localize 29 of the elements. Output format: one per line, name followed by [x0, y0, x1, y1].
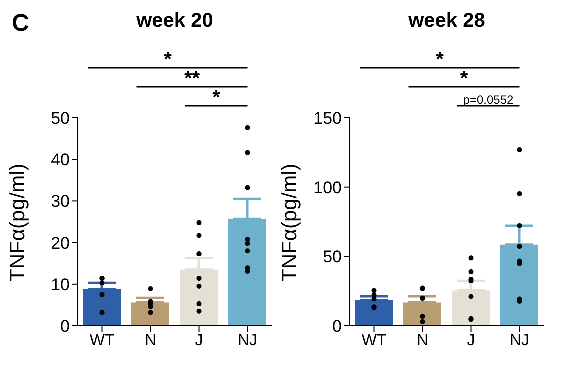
y-tick-label: 20: [51, 234, 70, 253]
x-tick-label: N: [416, 332, 429, 350]
y-tick-label: 50: [323, 248, 342, 267]
y-tick-label: 40: [51, 150, 70, 170]
y-tick-label: 100: [314, 178, 342, 198]
bracket: *: [88, 49, 248, 71]
x-tick-label: J: [467, 332, 476, 350]
y-tick-label: 10: [51, 275, 70, 294]
bracket: *: [185, 87, 248, 109]
x-tick-label: N: [144, 332, 157, 350]
bracket: **: [136, 68, 248, 90]
y-axis-title: TNFα(pg/ml): [6, 164, 30, 282]
y-tick-label: 0: [332, 317, 342, 336]
y-axis-title: TNFα(pg/ml): [278, 164, 302, 282]
chart-title: week 20: [136, 10, 214, 33]
y-tick-label: 0: [60, 317, 70, 336]
bracket: *: [360, 49, 520, 71]
y-tick-label: 50: [51, 109, 70, 128]
x-tick-label: NJ: [510, 332, 530, 350]
x-tick-label: J: [195, 332, 204, 350]
y-tick-label: 30: [51, 192, 70, 212]
bracket: *: [408, 68, 520, 90]
text: C: [12, 10, 30, 38]
x-tick-label: WT: [362, 332, 387, 350]
x-tick-label: NJ: [238, 332, 258, 350]
y-tick-label: 150: [314, 109, 342, 128]
x-tick-label: WT: [90, 332, 115, 350]
chart-title: week 28: [408, 10, 486, 33]
bracket: p=0.0552: [457, 93, 520, 107]
